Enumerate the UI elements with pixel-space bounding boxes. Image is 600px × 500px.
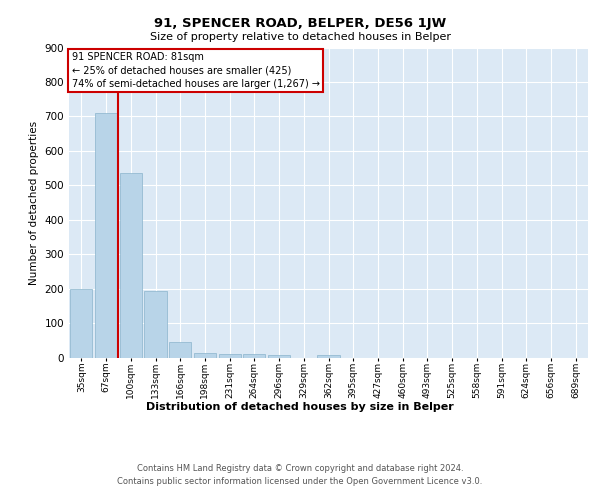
Text: Contains public sector information licensed under the Open Government Licence v3: Contains public sector information licen… — [118, 478, 482, 486]
Bar — [218, 354, 241, 358]
Text: Size of property relative to detached houses in Belper: Size of property relative to detached ho… — [149, 32, 451, 42]
Text: Contains HM Land Registry data © Crown copyright and database right 2024.: Contains HM Land Registry data © Crown c… — [137, 464, 463, 473]
Bar — [95, 113, 117, 358]
Text: Distribution of detached houses by size in Belper: Distribution of detached houses by size … — [146, 402, 454, 412]
Bar — [70, 288, 92, 358]
Text: 91, SPENCER ROAD, BELPER, DE56 1JW: 91, SPENCER ROAD, BELPER, DE56 1JW — [154, 18, 446, 30]
Text: 91 SPENCER ROAD: 81sqm
← 25% of detached houses are smaller (425)
74% of semi-de: 91 SPENCER ROAD: 81sqm ← 25% of detached… — [71, 52, 320, 88]
Bar — [243, 354, 265, 358]
Y-axis label: Number of detached properties: Number of detached properties — [29, 120, 39, 284]
Bar — [268, 355, 290, 358]
Bar — [169, 342, 191, 357]
Bar — [317, 354, 340, 358]
Bar — [119, 173, 142, 358]
Bar — [194, 352, 216, 358]
Bar — [145, 292, 167, 358]
